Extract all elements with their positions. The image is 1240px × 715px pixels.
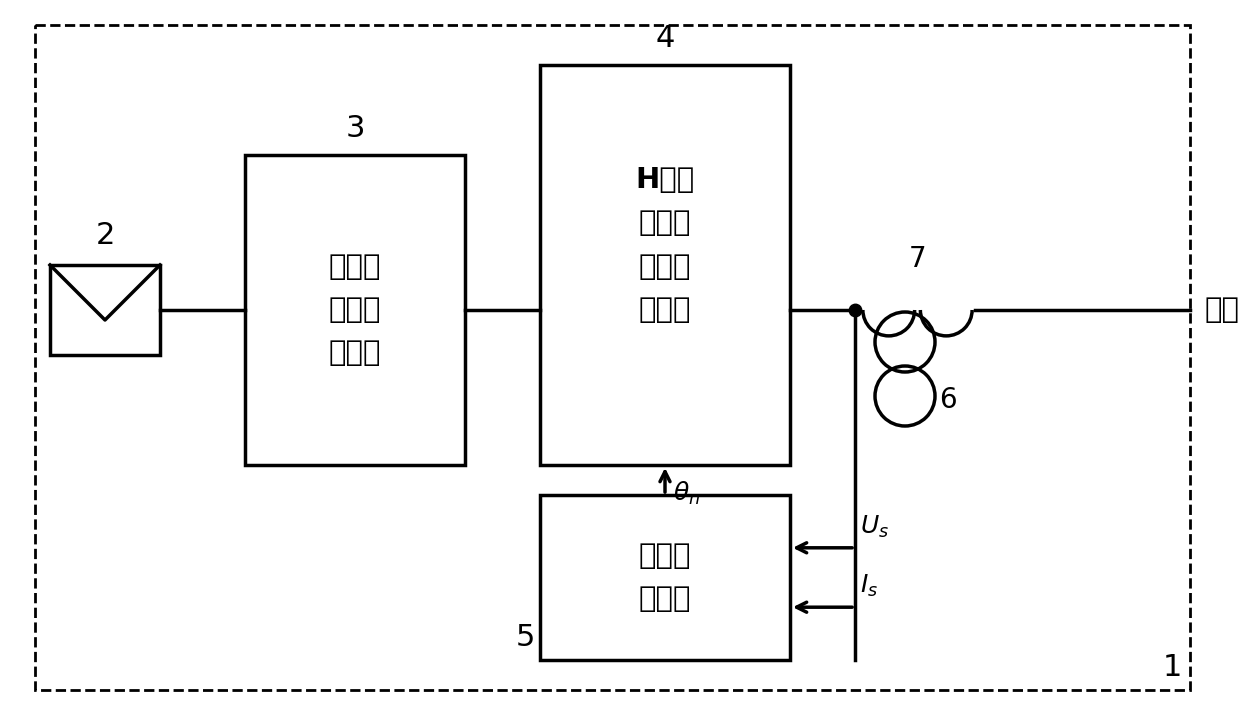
Text: 3: 3 [345, 114, 365, 143]
Text: $I_s$: $I_s$ [861, 573, 878, 599]
Text: 2: 2 [95, 221, 114, 250]
Text: 6: 6 [939, 386, 956, 414]
Text: 并网控
制单元: 并网控 制单元 [639, 542, 691, 613]
Text: 含储能
同步整
流电路: 含储能 同步整 流电路 [329, 252, 381, 368]
Text: 7: 7 [909, 245, 926, 273]
Text: 电网: 电网 [1205, 296, 1240, 324]
Text: $\theta_n$: $\theta_n$ [673, 480, 701, 507]
Text: 1: 1 [1163, 653, 1182, 682]
Text: 4: 4 [655, 24, 675, 53]
Text: 5: 5 [516, 623, 534, 652]
Text: H桥叠
波链式
级联并
网电路: H桥叠 波链式 级联并 网电路 [635, 166, 694, 324]
Text: $U_s$: $U_s$ [861, 513, 889, 540]
